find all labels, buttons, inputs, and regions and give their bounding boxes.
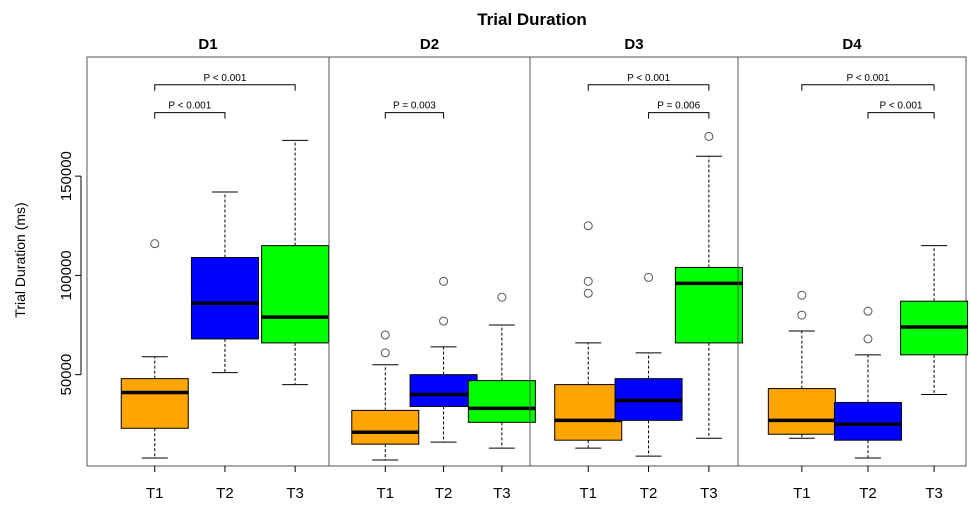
panel-d2: D2 T1 T2 T3 P = 0.003 xyxy=(328,36,536,502)
x-tick-label: T3 xyxy=(286,485,304,502)
x-tick-label: T2 xyxy=(216,485,234,502)
box-t3 xyxy=(261,245,330,344)
outlier-point xyxy=(583,288,593,298)
outlier-point xyxy=(797,310,807,320)
outlier-point xyxy=(797,290,807,300)
x-tick-label: T3 xyxy=(700,485,718,502)
x-tick-label: T2 xyxy=(640,485,658,502)
box-t1 xyxy=(554,384,623,441)
x-tick-label: T1 xyxy=(793,485,811,502)
y-tick-label: 50000 xyxy=(58,354,75,396)
outlier-point xyxy=(380,348,390,358)
significance-bracket xyxy=(587,84,710,91)
outlier-point xyxy=(863,306,873,316)
significance-bracket xyxy=(648,112,710,119)
outlier-point xyxy=(644,272,654,282)
significance-label: P < 0.001 xyxy=(880,101,923,112)
box-t2 xyxy=(409,374,478,407)
outlier-point xyxy=(583,276,593,286)
panel-d4: D4 T1 T2 T3 P < 0.001 P < 0.001 xyxy=(737,36,969,502)
panel-title: D1 xyxy=(198,36,217,53)
significance-bracket xyxy=(154,84,296,91)
significance-bracket xyxy=(154,112,226,119)
significance-label: P < 0.001 xyxy=(203,73,246,84)
x-tick-label: T3 xyxy=(925,485,943,502)
significance-bracket xyxy=(867,112,935,119)
significance-bracket xyxy=(801,84,935,91)
outlier-point xyxy=(863,334,873,344)
box-t2 xyxy=(190,257,259,340)
y-tick-label: 100000 xyxy=(58,250,75,300)
outlier-point xyxy=(583,221,593,231)
panel-title: D2 xyxy=(420,36,439,53)
x-tick-label: T2 xyxy=(435,485,453,502)
box-t3 xyxy=(674,266,743,344)
outlier-point xyxy=(704,131,714,141)
outlier-point xyxy=(380,330,390,340)
x-tick-label: T3 xyxy=(493,485,511,502)
box-t1 xyxy=(120,378,189,429)
y-axis: 50000 100000 150000 xyxy=(58,151,82,396)
significance-label: P = 0.006 xyxy=(657,101,700,112)
significance-label: P < 0.001 xyxy=(846,73,889,84)
outlier-point xyxy=(439,316,449,326)
panels: D1 T1 T2 T3 P < 0.001 P < 0.001 D2 T1 T2 T3 P = 0.… xyxy=(86,36,969,502)
box-t2 xyxy=(833,401,902,441)
panel-title: D4 xyxy=(842,36,862,53)
y-tick-label: 150000 xyxy=(58,151,75,201)
box-t1 xyxy=(351,409,420,445)
chart-title: Trial Duration xyxy=(477,10,587,29)
panel-d1: D1 T1 T2 T3 P < 0.001 P < 0.001 xyxy=(86,36,330,502)
outlier-point xyxy=(150,239,160,249)
outlier-point xyxy=(497,292,507,302)
box-t1 xyxy=(767,388,836,435)
panel-d3: D3 T1 T2 T3 P < 0.001 P = 0.006 xyxy=(529,36,743,502)
x-tick-label: T1 xyxy=(377,485,395,502)
y-axis-label: Trial Duration (ms) xyxy=(12,202,28,317)
significance-label: P = 0.003 xyxy=(393,101,436,112)
significance-label: P < 0.001 xyxy=(168,101,211,112)
x-tick-label: T1 xyxy=(146,485,164,502)
x-tick-label: T2 xyxy=(859,485,877,502)
panel-frame xyxy=(737,56,967,467)
x-tick-label: T1 xyxy=(579,485,597,502)
panel-title: D3 xyxy=(624,36,643,53)
outlier-point xyxy=(439,276,449,286)
significance-label: P < 0.001 xyxy=(627,73,670,84)
significance-bracket xyxy=(384,112,445,119)
box-t3 xyxy=(467,380,536,423)
